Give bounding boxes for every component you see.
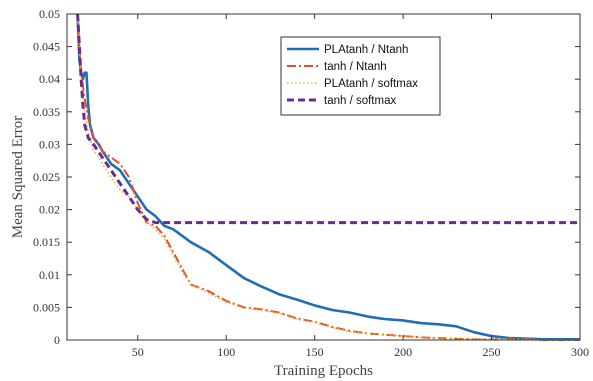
y-tick-label: 0.02 (39, 203, 60, 217)
x-tick-label: 200 (394, 345, 412, 359)
legend-label-2: PLAtanh / softmax (324, 78, 418, 90)
y-axis-title: Mean Squared Error (10, 116, 26, 238)
y-tick-label: 0.05 (39, 7, 60, 21)
x-tick-label: 50 (132, 345, 144, 359)
legend-label-3: tanh / softmax (324, 95, 396, 107)
y-tick-label: 0.045 (33, 40, 60, 54)
axis-ticks: 50 100 150 200 250 300 0 0.005 0.01 0.015 0.02 0.02… (33, 7, 589, 359)
x-tick-label: 100 (217, 345, 235, 359)
legend: PLAtanh / Ntanh tanh / Ntanh PLAtanh / sof… (280, 36, 441, 116)
y-tick-label: 0.025 (33, 170, 60, 184)
y-tick-label: 0.035 (33, 105, 60, 119)
y-tick-label: 0.005 (33, 300, 60, 314)
legend-label-1: tanh / Ntanh (324, 61, 387, 73)
x-tick-label: 250 (483, 345, 501, 359)
x-axis-title: Training Epochs (274, 363, 373, 379)
y-tick-label: 0.03 (39, 137, 60, 151)
x-tick-label: 150 (306, 345, 324, 359)
series-layer (76, 13, 580, 341)
y-tick-label: 0 (54, 333, 60, 347)
legend-label-0: PLAtanh / Ntanh (324, 44, 408, 56)
series-line-3 (76, 13, 580, 225)
y-tick-label: 0.04 (39, 72, 60, 86)
y-tick-label: 0.01 (39, 268, 60, 282)
x-tick-label: 300 (571, 345, 589, 359)
y-tick-label: 0.015 (33, 235, 60, 249)
series-line-2 (76, 13, 580, 341)
